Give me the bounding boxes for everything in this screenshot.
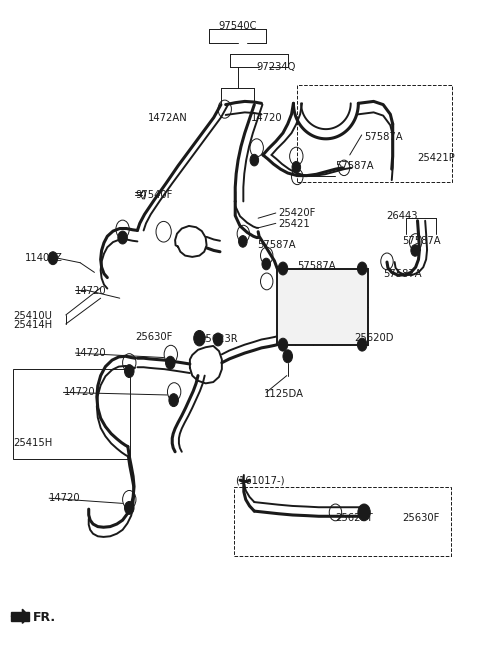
Circle shape <box>278 338 288 351</box>
Text: 25421P: 25421P <box>417 152 455 163</box>
Text: 97540F: 97540F <box>136 190 173 200</box>
Text: 57587A: 57587A <box>297 261 336 271</box>
Text: 97234Q: 97234Q <box>256 62 296 72</box>
Text: 14720: 14720 <box>49 493 81 503</box>
Circle shape <box>278 262 288 275</box>
Text: 25623R: 25623R <box>199 334 238 345</box>
Text: 25620D: 25620D <box>355 333 394 343</box>
Bar <box>297 86 452 182</box>
Text: 57587A: 57587A <box>383 269 422 279</box>
Circle shape <box>250 154 259 166</box>
Text: 25420F: 25420F <box>278 208 315 218</box>
Text: (161017-): (161017-) <box>235 475 285 485</box>
Circle shape <box>283 350 292 363</box>
Circle shape <box>358 504 370 521</box>
Circle shape <box>118 231 127 244</box>
Circle shape <box>262 258 271 270</box>
Text: 25630F: 25630F <box>402 513 440 522</box>
Circle shape <box>48 251 58 264</box>
Text: FR.: FR. <box>33 611 56 624</box>
Text: 57587A: 57587A <box>257 240 295 250</box>
Text: 25630F: 25630F <box>135 332 172 342</box>
Circle shape <box>124 502 134 515</box>
Text: 1125DA: 1125DA <box>264 389 304 399</box>
Text: 14720: 14720 <box>63 388 95 397</box>
Text: 25421: 25421 <box>278 219 310 229</box>
Text: 25414H: 25414H <box>13 320 52 330</box>
Text: 26443: 26443 <box>386 211 418 220</box>
Bar <box>234 487 451 556</box>
Text: 1140FZ: 1140FZ <box>25 253 63 263</box>
Circle shape <box>411 245 420 256</box>
Circle shape <box>169 394 179 406</box>
Circle shape <box>194 330 205 346</box>
Circle shape <box>124 365 134 378</box>
Text: 14720: 14720 <box>75 348 107 358</box>
Text: 57587A: 57587A <box>364 132 403 142</box>
Text: 25410U: 25410U <box>13 310 52 321</box>
Text: 97540C: 97540C <box>218 21 257 31</box>
FancyArrow shape <box>11 609 29 623</box>
Text: 57587A: 57587A <box>336 161 374 171</box>
Circle shape <box>292 161 300 173</box>
Polygon shape <box>11 612 29 621</box>
Text: 14720: 14720 <box>75 286 107 296</box>
Circle shape <box>239 236 247 248</box>
Text: 25623T: 25623T <box>336 513 373 522</box>
Circle shape <box>358 262 367 275</box>
Text: 25415H: 25415H <box>13 438 53 448</box>
Bar <box>277 268 368 345</box>
Circle shape <box>358 338 367 351</box>
Text: 14720: 14720 <box>251 113 282 122</box>
Text: 1472AN: 1472AN <box>148 113 188 122</box>
Bar <box>13 369 130 459</box>
Circle shape <box>213 333 223 346</box>
Circle shape <box>166 356 175 369</box>
Text: 57587A: 57587A <box>402 237 441 246</box>
